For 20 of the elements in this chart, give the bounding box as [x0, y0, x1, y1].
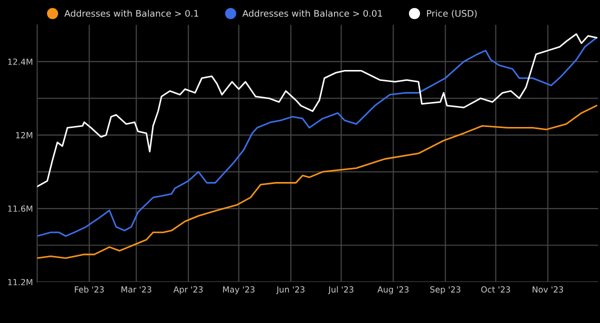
x-tick-label: Feb '23: [74, 286, 104, 293]
x-tick-label: Jul '23: [328, 286, 354, 294]
x-tick-label: Sep '23: [430, 286, 460, 294]
x-tick-label: Jun '23: [276, 286, 304, 294]
legend-label: Addresses with Balance > 0.1: [64, 10, 198, 17]
x-tick-label: Aug '23: [377, 286, 409, 294]
y-tick-label: 12.4M: [8, 58, 32, 65]
line-series: [37, 104, 598, 259]
y-tick-label: 12M: [16, 132, 32, 138]
y-tick-label: 11.6M: [8, 206, 32, 212]
x-tick-label: Mar '23: [121, 286, 152, 293]
x-tick-label: Nov '23: [532, 286, 564, 293]
line-series: [37, 36, 598, 237]
y-tick-label: 11.2M: [8, 278, 32, 286]
x-tick-label: Apr '23: [173, 286, 203, 294]
legend-label: Price (USD): [427, 10, 477, 18]
x-tick-label: May '23: [223, 286, 254, 294]
legend-label: Addresses with Balance > 0.01: [242, 10, 382, 17]
line-series: [37, 33, 598, 188]
x-tick-label: Oct '23: [481, 286, 510, 293]
